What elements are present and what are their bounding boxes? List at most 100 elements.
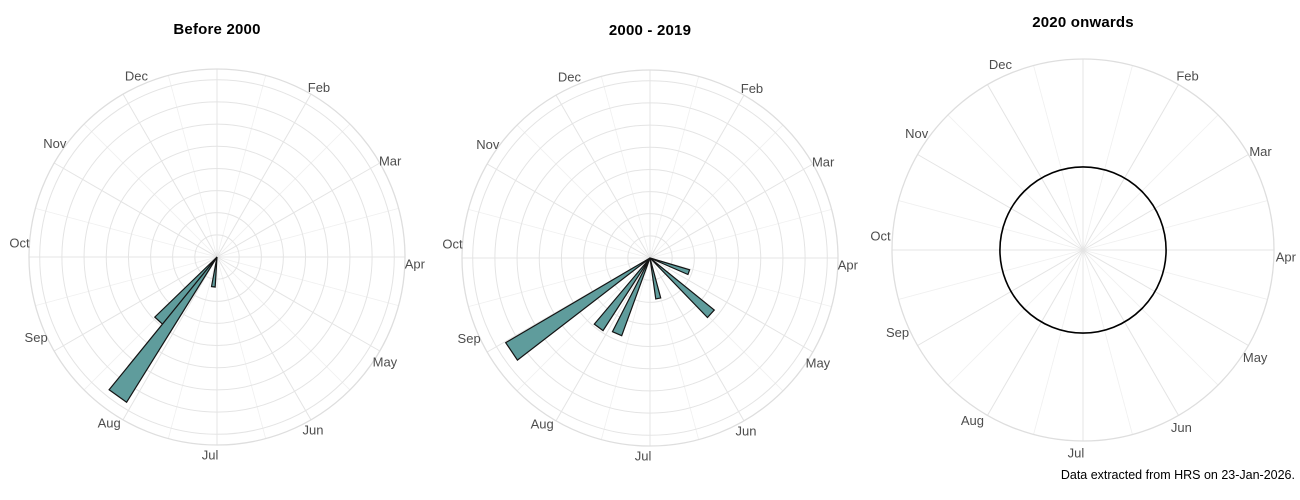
data-petal (593, 257, 651, 332)
grid-minor-spoke (1082, 249, 1133, 435)
grid-major-spoke (987, 84, 1084, 251)
grid-minor-spoke (216, 256, 267, 439)
grid-minor-spoke (216, 207, 399, 258)
grid-minor-spoke (35, 207, 218, 258)
grid-major-spoke (53, 256, 218, 352)
grid-major-spoke (53, 162, 218, 258)
grid-ring (494, 102, 806, 414)
month-tick-label: Feb (1176, 68, 1198, 83)
grid-major-spoke (1082, 249, 1179, 416)
month-tick-label: Nov (43, 136, 67, 151)
month-tick-label: Apr (1276, 250, 1297, 265)
data-petal (649, 257, 716, 319)
grid-major-spoke (649, 94, 745, 259)
grid-ring (472, 80, 828, 436)
grid-minor-spoke (516, 257, 651, 392)
grid-major-spoke (649, 257, 745, 422)
grid-major-spoke (122, 256, 218, 421)
grid-ring (61, 101, 373, 413)
grid-minor-spoke (1033, 65, 1084, 251)
rose-chart-1: Feb Mar Apr May Jun Jul Aug Sep Oct Nov Dec (9, 68, 426, 462)
grid-minor-spoke (216, 256, 351, 391)
grid-minor-spoke (83, 123, 218, 258)
grid-minor-spoke (1033, 249, 1084, 435)
data-source-caption: Data extracted from HRS on 23-Jan-2026. (1060, 468, 1295, 482)
grid-minor-spoke (947, 114, 1084, 251)
month-tick-label: Mar (812, 155, 835, 170)
grid-minor-spoke (1082, 114, 1219, 251)
grid-ring (627, 235, 673, 281)
grid-major-spoke (555, 257, 651, 422)
grid-ring (583, 191, 717, 325)
month-tick-label: Oct (870, 228, 891, 243)
grid-major-spoke (649, 257, 814, 353)
chart-title-2000-2019: 2000 - 2019 (608, 22, 692, 39)
month-tick-label: Aug (961, 413, 984, 428)
grid-major-spoke (555, 94, 651, 259)
month-tick-label: Sep (886, 325, 909, 340)
grid-major-spoke (486, 163, 651, 259)
grid-minor-spoke (649, 208, 832, 259)
grid-minor-spoke (1082, 200, 1268, 251)
month-tick-label: Aug (98, 416, 121, 431)
month-tick-label: Aug (531, 417, 554, 432)
grid-major-spoke (1082, 249, 1249, 346)
month-tick-label: Nov (905, 126, 929, 141)
month-tick-label: Jun (736, 424, 757, 439)
grid-minor-spoke (1082, 65, 1133, 251)
grid-minor-spoke (649, 257, 832, 308)
grid-minor-spoke (516, 124, 651, 259)
grid-major-spoke (216, 93, 312, 258)
grid-minor-spoke (468, 257, 651, 308)
grid-ring (105, 145, 329, 369)
grid-minor-spoke (898, 249, 1084, 300)
grid-minor-spoke (649, 124, 784, 259)
grid-outer-ring (28, 68, 406, 446)
month-tick-label: May (806, 355, 831, 370)
grid-major-spoke (917, 249, 1084, 346)
grid-ring (538, 146, 762, 370)
data-petal (649, 257, 691, 276)
grid-outer-ring (891, 58, 1275, 442)
month-tick-label: Apr (405, 256, 426, 271)
grid-ring (516, 124, 784, 392)
grid-ring (560, 168, 740, 348)
grid-ring (605, 213, 695, 303)
month-tick-label: Feb (741, 81, 763, 96)
data-circle (999, 166, 1167, 334)
grid-minor-spoke (216, 256, 399, 307)
grid-minor-spoke (216, 123, 351, 258)
grid-minor-spoke (167, 256, 218, 439)
rose-chart-3: Feb Mar Apr May Jun Jul Aug Sep Oct Nov Dec (870, 57, 1296, 460)
data-petal (504, 257, 651, 361)
month-tick-label: Mar (1249, 144, 1272, 159)
grid-outer-ring (461, 69, 839, 447)
month-tick-label: Nov (476, 137, 500, 152)
grid-major-spoke (917, 154, 1084, 251)
grid-minor-spoke (600, 76, 651, 259)
grid-major-spoke (1082, 84, 1179, 251)
grid-minor-spoke (216, 75, 267, 258)
month-tick-label: May (373, 354, 398, 369)
grid-ring (150, 190, 284, 324)
grid-ring (83, 123, 351, 391)
month-tick-label: Jun (303, 423, 324, 438)
grid-ring (194, 234, 240, 280)
grid-ring (39, 79, 395, 435)
grid-minor-spoke (1082, 249, 1268, 300)
month-tick-label: Sep (458, 331, 481, 346)
grid-minor-spoke (898, 200, 1084, 251)
grid-ring (127, 167, 307, 347)
chart-title-2020-onwards: 2020 onwards (1032, 14, 1134, 31)
grid-minor-spoke (600, 257, 651, 440)
grid-major-spoke (122, 93, 218, 258)
month-tick-label: Feb (308, 80, 330, 95)
data-petal (210, 256, 218, 288)
grid-major-spoke (216, 256, 312, 421)
rose-chart-2: Feb Mar Apr May Jun Jul Aug Sep Oct Nov Dec (442, 69, 859, 463)
month-tick-label: Sep (25, 330, 48, 345)
grid-minor-spoke (1082, 249, 1219, 386)
month-tick-label: May (1243, 350, 1268, 365)
